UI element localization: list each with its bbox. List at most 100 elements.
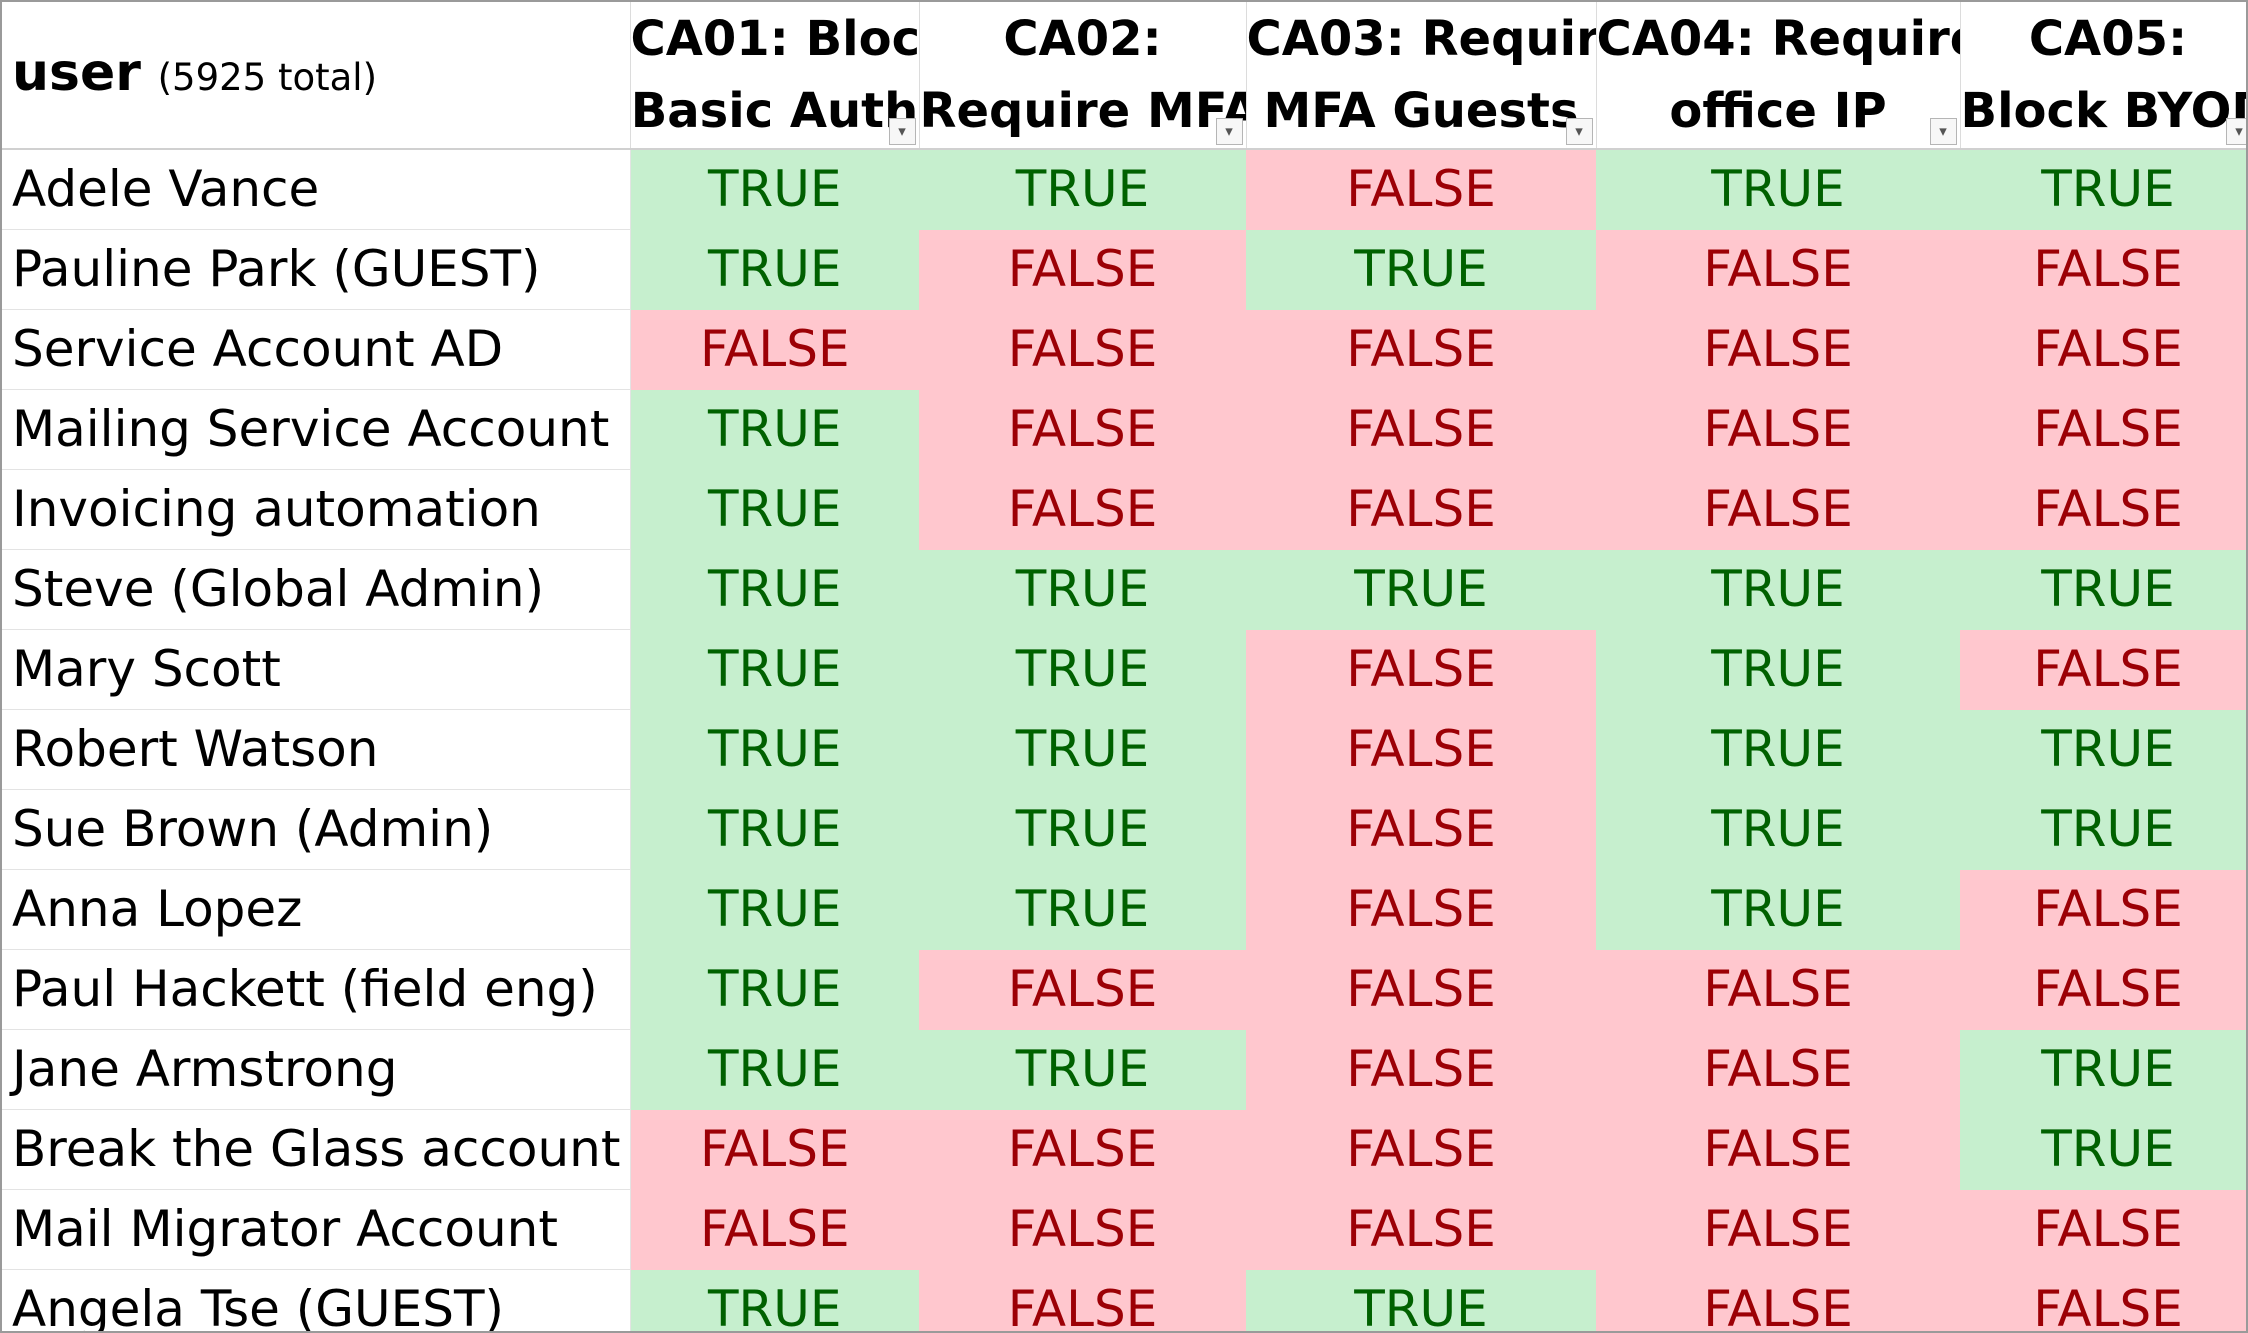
- policy-value-cell-ca04[interactable]: TRUE: [1596, 629, 1960, 710]
- policy-value-cell-ca01[interactable]: FALSE: [630, 1109, 919, 1190]
- policy-value-cell-ca02[interactable]: FALSE: [919, 469, 1246, 550]
- policy-value-cell-ca04[interactable]: TRUE: [1596, 549, 1960, 630]
- policy-value-cell-ca01[interactable]: TRUE: [630, 549, 919, 630]
- user-name-cell[interactable]: Invoicing automation: [2, 469, 631, 550]
- policy-value-cell-ca05[interactable]: FALSE: [1960, 949, 2246, 1030]
- policy-value-cell-ca03[interactable]: FALSE: [1246, 469, 1596, 550]
- policy-value-cell-ca05[interactable]: TRUE: [1960, 1029, 2246, 1110]
- policy-value-cell-ca05[interactable]: TRUE: [1960, 549, 2246, 630]
- policy-value-cell-ca03[interactable]: FALSE: [1246, 949, 1596, 1030]
- policy-value-cell-ca03[interactable]: FALSE: [1246, 1109, 1596, 1190]
- policy-value-cell-ca02[interactable]: FALSE: [919, 229, 1246, 310]
- policy-value-cell-ca03[interactable]: FALSE: [1246, 389, 1596, 470]
- policy-value-cell-ca05[interactable]: TRUE: [1960, 789, 2246, 870]
- user-name-cell[interactable]: Jane Armstrong: [2, 1029, 631, 1110]
- policy-value-cell-ca02[interactable]: FALSE: [919, 1269, 1246, 1331]
- policy-value-cell-ca03[interactable]: TRUE: [1246, 549, 1596, 630]
- policy-value-cell-ca02[interactable]: FALSE: [919, 949, 1246, 1030]
- policy-value-cell-ca03[interactable]: FALSE: [1246, 709, 1596, 790]
- policy-value-cell-ca02[interactable]: TRUE: [919, 149, 1246, 230]
- user-name-cell[interactable]: Paul Hackett (field eng): [2, 949, 631, 1030]
- filter-dropdown-icon[interactable]: ▾: [1215, 118, 1243, 145]
- policy-value-cell-ca04[interactable]: FALSE: [1596, 1029, 1960, 1110]
- policy-value-cell-ca04[interactable]: FALSE: [1596, 389, 1960, 470]
- user-name-cell[interactable]: Pauline Park (GUEST): [2, 229, 631, 310]
- policy-value-cell-ca01[interactable]: TRUE: [630, 789, 919, 870]
- user-name-cell[interactable]: Robert Watson: [2, 709, 631, 790]
- column-header-ca03[interactable]: CA03: Require MFA Guests ▾: [1246, 2, 1597, 150]
- policy-value-cell-ca03[interactable]: FALSE: [1246, 309, 1596, 390]
- policy-value-cell-ca05[interactable]: FALSE: [1960, 869, 2246, 950]
- policy-value-cell-ca05[interactable]: TRUE: [1960, 1109, 2246, 1190]
- filter-dropdown-icon[interactable]: ▾: [1929, 118, 1957, 145]
- policy-value-cell-ca04[interactable]: FALSE: [1596, 1189, 1960, 1270]
- column-header-ca01[interactable]: CA01: Block Basic Auth ▾: [630, 2, 920, 150]
- user-name-cell[interactable]: Break the Glass account: [2, 1109, 631, 1190]
- user-name-cell[interactable]: Mailing Service Account: [2, 389, 631, 470]
- policy-value-cell-ca04[interactable]: TRUE: [1596, 709, 1960, 790]
- filter-dropdown-icon[interactable]: ▾: [2225, 118, 2246, 145]
- policy-value-cell-ca04[interactable]: TRUE: [1596, 869, 1960, 950]
- column-header-ca05[interactable]: CA05: Block BYOD ▾: [1960, 2, 2246, 150]
- policy-value-cell-ca04[interactable]: FALSE: [1596, 949, 1960, 1030]
- policy-value-cell-ca01[interactable]: TRUE: [630, 389, 919, 470]
- policy-value-cell-ca03[interactable]: FALSE: [1246, 1189, 1596, 1270]
- policy-value-cell-ca03[interactable]: TRUE: [1246, 229, 1596, 310]
- policy-value-cell-ca02[interactable]: TRUE: [919, 629, 1246, 710]
- policy-value-cell-ca02[interactable]: FALSE: [919, 1189, 1246, 1270]
- user-name-cell[interactable]: Angela Tse (GUEST): [2, 1269, 631, 1331]
- column-header-user[interactable]: user (5925 total): [2, 2, 631, 150]
- policy-value-cell-ca05[interactable]: FALSE: [1960, 229, 2246, 310]
- policy-value-cell-ca03[interactable]: FALSE: [1246, 149, 1596, 230]
- user-name-cell[interactable]: Mary Scott: [2, 629, 631, 710]
- policy-value-cell-ca02[interactable]: TRUE: [919, 549, 1246, 630]
- policy-value-cell-ca02[interactable]: TRUE: [919, 1029, 1246, 1110]
- policy-value-cell-ca01[interactable]: TRUE: [630, 229, 919, 310]
- user-name-cell[interactable]: Sue Brown (Admin): [2, 789, 631, 870]
- policy-value-cell-ca02[interactable]: TRUE: [919, 869, 1246, 950]
- policy-value-cell-ca01[interactable]: FALSE: [630, 1189, 919, 1270]
- policy-value-cell-ca03[interactable]: FALSE: [1246, 629, 1596, 710]
- policy-value-cell-ca03[interactable]: FALSE: [1246, 869, 1596, 950]
- policy-value-cell-ca05[interactable]: TRUE: [1960, 149, 2246, 230]
- user-name-cell[interactable]: Anna Lopez: [2, 869, 631, 950]
- filter-dropdown-icon[interactable]: ▾: [888, 118, 916, 145]
- policy-value-cell-ca05[interactable]: FALSE: [1960, 1189, 2246, 1270]
- policy-value-cell-ca04[interactable]: TRUE: [1596, 789, 1960, 870]
- policy-value-cell-ca05[interactable]: FALSE: [1960, 389, 2246, 470]
- policy-value-cell-ca02[interactable]: FALSE: [919, 389, 1246, 470]
- policy-value-cell-ca04[interactable]: FALSE: [1596, 1109, 1960, 1190]
- policy-value-cell-ca05[interactable]: FALSE: [1960, 629, 2246, 710]
- policy-value-cell-ca05[interactable]: FALSE: [1960, 309, 2246, 390]
- policy-value-cell-ca03[interactable]: FALSE: [1246, 789, 1596, 870]
- policy-value-cell-ca01[interactable]: TRUE: [630, 709, 919, 790]
- policy-value-cell-ca02[interactable]: FALSE: [919, 1109, 1246, 1190]
- policy-value-cell-ca03[interactable]: FALSE: [1246, 1029, 1596, 1110]
- column-header-ca04[interactable]: CA04: Require office IP ▾: [1596, 2, 1961, 150]
- column-header-ca02[interactable]: CA02: Require MFA ▾: [919, 2, 1247, 150]
- policy-value-cell-ca02[interactable]: TRUE: [919, 789, 1246, 870]
- policy-value-cell-ca05[interactable]: FALSE: [1960, 469, 2246, 550]
- policy-value-cell-ca02[interactable]: TRUE: [919, 709, 1246, 790]
- user-name-cell[interactable]: Mail Migrator Account: [2, 1189, 631, 1270]
- policy-value-cell-ca04[interactable]: FALSE: [1596, 1269, 1960, 1331]
- policy-value-cell-ca04[interactable]: FALSE: [1596, 469, 1960, 550]
- policy-value-cell-ca01[interactable]: TRUE: [630, 869, 919, 950]
- policy-value-cell-ca04[interactable]: FALSE: [1596, 229, 1960, 310]
- user-name-cell[interactable]: Service Account AD: [2, 309, 631, 390]
- policy-value-cell-ca03[interactable]: TRUE: [1246, 1269, 1596, 1331]
- user-name-cell[interactable]: Adele Vance: [2, 149, 631, 230]
- policy-value-cell-ca01[interactable]: TRUE: [630, 629, 919, 710]
- policy-value-cell-ca01[interactable]: TRUE: [630, 469, 919, 550]
- policy-value-cell-ca01[interactable]: TRUE: [630, 149, 919, 230]
- policy-value-cell-ca01[interactable]: TRUE: [630, 949, 919, 1030]
- policy-value-cell-ca01[interactable]: TRUE: [630, 1029, 919, 1110]
- user-name-cell[interactable]: Steve (Global Admin): [2, 549, 631, 630]
- policy-value-cell-ca05[interactable]: FALSE: [1960, 1269, 2246, 1331]
- policy-value-cell-ca01[interactable]: TRUE: [630, 1269, 919, 1331]
- filter-dropdown-icon[interactable]: ▾: [1565, 118, 1593, 145]
- policy-value-cell-ca02[interactable]: FALSE: [919, 309, 1246, 390]
- policy-value-cell-ca01[interactable]: FALSE: [630, 309, 919, 390]
- policy-value-cell-ca05[interactable]: TRUE: [1960, 709, 2246, 790]
- policy-value-cell-ca04[interactable]: TRUE: [1596, 149, 1960, 230]
